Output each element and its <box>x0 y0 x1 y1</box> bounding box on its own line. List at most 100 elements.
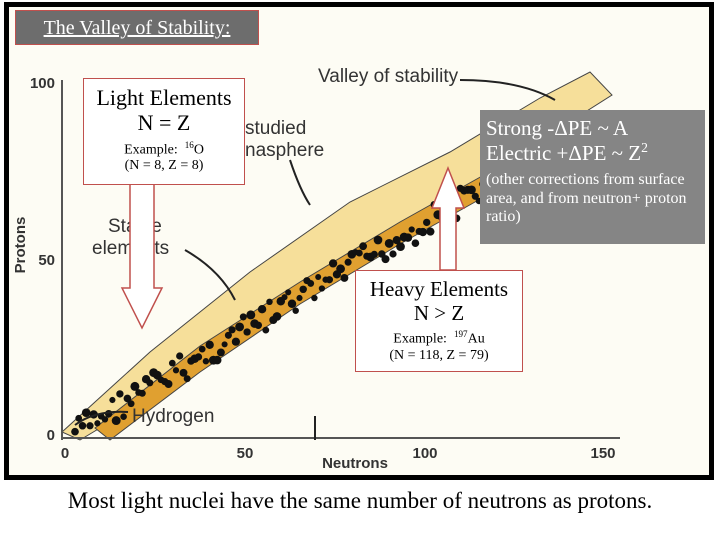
nuclide-dot <box>183 375 191 383</box>
y-tick-label: 0 <box>47 427 55 444</box>
nuclide-dot <box>212 355 222 365</box>
nuclide-dot <box>202 358 210 365</box>
note: (other corrections from surface area, an… <box>486 171 687 226</box>
nuclide-dot <box>257 305 267 314</box>
nuclide-dot <box>127 400 135 408</box>
nuclide-dot <box>299 285 307 294</box>
text: Example: <box>393 331 447 347</box>
nuclide-dot <box>411 239 420 248</box>
nuclide-dot <box>111 416 121 426</box>
nuclide-dot <box>266 298 273 306</box>
nuclide-dot <box>408 226 415 233</box>
nuclide-dot <box>123 394 132 403</box>
text: Electric +ΔPE ~ Z <box>486 141 642 166</box>
nuclide-dot <box>109 396 116 404</box>
nuclide-dot <box>403 233 413 242</box>
nuclide-dot <box>78 422 87 430</box>
nuclide-dot <box>423 218 431 227</box>
nuclide-dot <box>71 427 79 436</box>
nuclide-dot <box>392 236 401 245</box>
detail: (N = 118, Z = 79) <box>389 348 489 364</box>
nuclide-dot <box>292 307 299 314</box>
example: Example: 16O <box>84 140 244 159</box>
x-axis-label: Neutrons <box>322 455 388 472</box>
nuclide-dot <box>120 413 127 420</box>
nuclide-dot <box>340 273 349 282</box>
nuclide-dot <box>146 379 154 387</box>
nuclide-dot <box>272 312 282 321</box>
nuclide-dot <box>325 276 334 284</box>
nuclide-dot <box>116 390 124 398</box>
nuclide-dot <box>254 321 263 330</box>
strong: Strong -ΔPE ~ A <box>486 116 629 140</box>
nuclide-dot <box>262 326 270 334</box>
nuclide-dot <box>318 285 326 292</box>
nuclide-dot <box>239 313 247 321</box>
light-box: Light Elements N = Z Example: 16O (N = 8… <box>83 78 245 185</box>
rule: N > Z <box>413 301 465 326</box>
text: Au <box>467 331 485 347</box>
y-tick-label: 100 <box>30 75 55 92</box>
nuclide-dot <box>396 242 405 251</box>
nuclide-dot <box>344 258 352 266</box>
heavy-box: Heavy Elements N > Z Example: 197Au (N =… <box>355 270 523 372</box>
up-arrow <box>430 165 466 271</box>
nuclide-dot <box>235 322 245 332</box>
nuclide-dot <box>246 310 256 320</box>
heading: Light Elements <box>96 85 232 110</box>
title: The Valley of Stability: <box>15 10 259 45</box>
nuclide-dot <box>336 264 345 274</box>
nuclide-dot <box>355 249 363 257</box>
pointer <box>74 410 129 426</box>
x-tick-label: 0 <box>61 445 69 462</box>
example: Example: 197Au <box>356 329 522 348</box>
pointer <box>289 159 311 206</box>
nuclide-dot <box>471 192 479 200</box>
nuclide-dot <box>287 299 297 309</box>
nuclide-dot <box>281 294 288 301</box>
nuclide-dot <box>370 250 378 259</box>
text: O <box>193 142 204 158</box>
pointer <box>459 79 556 101</box>
nuclide-dot <box>285 289 292 296</box>
nuclide-dot <box>86 422 94 430</box>
nuclide-dot <box>381 255 390 264</box>
y-tick-label: 50 <box>38 252 55 269</box>
text: 2 <box>641 140 648 156</box>
annotation: Hydrogen <box>132 406 214 427</box>
nuclide-dot <box>328 259 338 268</box>
annotation: nasphere <box>245 140 324 161</box>
x-tick-label: 50 <box>237 445 254 462</box>
annotation: Valley of stability <box>318 66 459 87</box>
nuclide-dot <box>81 408 91 418</box>
nuclide-dot <box>198 345 206 353</box>
caption: Most light nuclei have the same number o… <box>67 488 653 513</box>
text: 16 <box>184 139 194 150</box>
rule: N = Z <box>137 110 191 136</box>
nuclide-dot <box>373 235 383 245</box>
nuclide-dot <box>176 352 184 360</box>
nuclide-dot <box>224 331 232 339</box>
nuclide-dot <box>130 381 140 391</box>
nuclide-dot <box>307 279 315 287</box>
y-axis-label: Protons <box>12 217 29 274</box>
heading: Heavy Elements <box>369 277 509 301</box>
text: 197 <box>453 329 468 340</box>
nuclide-dot <box>194 353 203 361</box>
text: Example: <box>124 142 178 158</box>
annotation: studied <box>245 118 306 139</box>
nuclide-dot <box>467 185 476 195</box>
electric: Electric +ΔPE ~ Z2 <box>486 140 699 165</box>
nuclide-dot <box>172 367 180 374</box>
pointer <box>184 249 236 301</box>
nuclide-dot <box>243 328 251 336</box>
nuclide-dot <box>168 359 176 367</box>
nuclide-dot <box>296 294 303 302</box>
detail: (N = 8, Z = 8) <box>124 158 204 174</box>
down-arrow <box>120 179 164 330</box>
nuclide-dot <box>418 227 428 237</box>
x-tick-label: 150 <box>590 445 615 462</box>
nuclide-dot <box>75 414 83 422</box>
nuclide-dot <box>179 368 188 377</box>
